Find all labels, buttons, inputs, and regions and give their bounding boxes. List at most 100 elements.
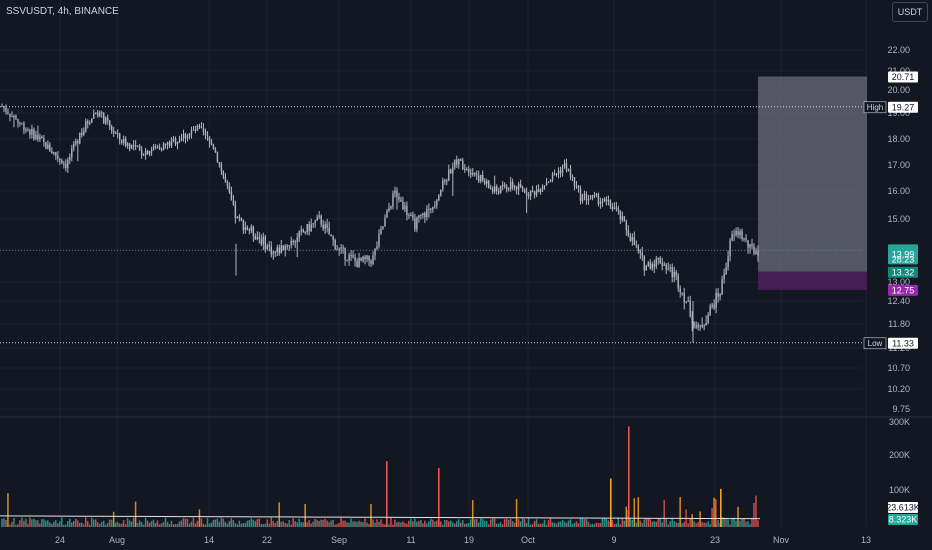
high-price-tag-box [888,101,918,113]
candle-body [246,227,249,230]
volume-ma-tag-text: 23.613K [886,503,920,513]
volume-bar [491,518,494,527]
high-label-text: High [867,103,883,112]
volume-bar [757,520,759,527]
volume-bar [88,524,91,527]
candle-body [513,186,516,188]
candle-body [396,190,398,197]
candle-body [723,273,725,280]
volume-bar [398,521,400,527]
candle-body [737,230,739,236]
candle-body [342,247,344,249]
volume-bar [35,520,37,527]
candle-body [378,233,380,247]
candle-body [422,213,424,216]
volume-bar [507,519,510,527]
candle-body [158,147,161,150]
countdown-text: 28:23 [892,254,915,264]
candle-body [745,238,747,241]
candle-body [539,189,542,193]
volume-bar [252,519,255,527]
candle-body [416,217,418,230]
candle-body [33,129,35,139]
volume-bar [212,519,215,527]
volume-bar [166,521,169,527]
volume-bar [354,521,356,527]
candle-body [717,292,719,297]
candle-body [47,144,49,149]
volume-bar [390,517,392,527]
currency-button[interactable]: USDT [892,2,928,22]
volume-bar [720,488,722,527]
candle-body [170,139,173,147]
volume-bar [7,493,9,527]
candle-body [15,115,17,120]
volume-bar [200,518,203,527]
candle-body [87,121,89,124]
high-price-tag: 19.27 [888,101,918,113]
volume-bar [338,522,340,527]
volume-bar [511,521,514,527]
volume-bar [527,518,530,527]
y-tick-label: 18.00 [887,134,910,144]
volume-bar [330,520,332,527]
volume-bar [228,520,231,527]
volume-bar [707,521,709,527]
candle-body [613,207,616,210]
candle-body [172,138,175,140]
candle-body [609,200,612,207]
candle-body [406,205,408,216]
candle-body [210,140,213,145]
y-tick-label: 20.00 [887,85,910,95]
entry-price-tag: 13.32 [888,266,918,278]
y-tick-label: 15.00 [887,214,910,224]
volume-bar [55,519,57,527]
candle-body [643,256,646,271]
volume-bar [292,518,294,527]
candle-body [533,191,536,195]
candle-body [587,199,590,201]
candle-body [597,194,600,204]
candle-body [729,240,731,257]
volume-bar [144,517,147,527]
volume-bar [224,521,227,527]
candle-body [25,129,27,131]
volume-bar [376,519,378,527]
candle-body [727,256,729,268]
candle-body [747,240,749,248]
candle-body [264,236,267,250]
volume-bar [509,519,512,527]
candle-body [103,112,105,124]
volume-bar [304,503,306,527]
candle-body [57,155,59,159]
candle-body [306,224,308,233]
candle-body [350,255,352,257]
volume-bar [256,519,259,527]
x-tick-label: Aug [109,535,125,545]
volume-bar [272,520,274,527]
volume-bar [65,524,67,527]
candle-body [148,151,151,155]
volume-bar [120,523,123,527]
candle-body [162,143,165,151]
candle-body [382,226,384,229]
candle-body [386,210,388,218]
volume-bar [597,523,600,527]
volume-bar [116,521,119,527]
volume-bar [238,520,241,527]
volume-bar [420,519,422,527]
volume-bar [214,519,217,527]
volume-bar [208,523,211,527]
volume-bar [102,520,105,527]
volume-bar [344,520,346,527]
volume-bar [358,520,360,527]
candle-body [428,208,430,210]
candle-body [715,292,717,308]
volume-bar [483,520,486,527]
volume-bar [675,522,677,527]
volume-bar [270,517,272,527]
volume-bar [713,497,715,527]
volume-bar [154,522,157,527]
candle-body [749,244,751,248]
